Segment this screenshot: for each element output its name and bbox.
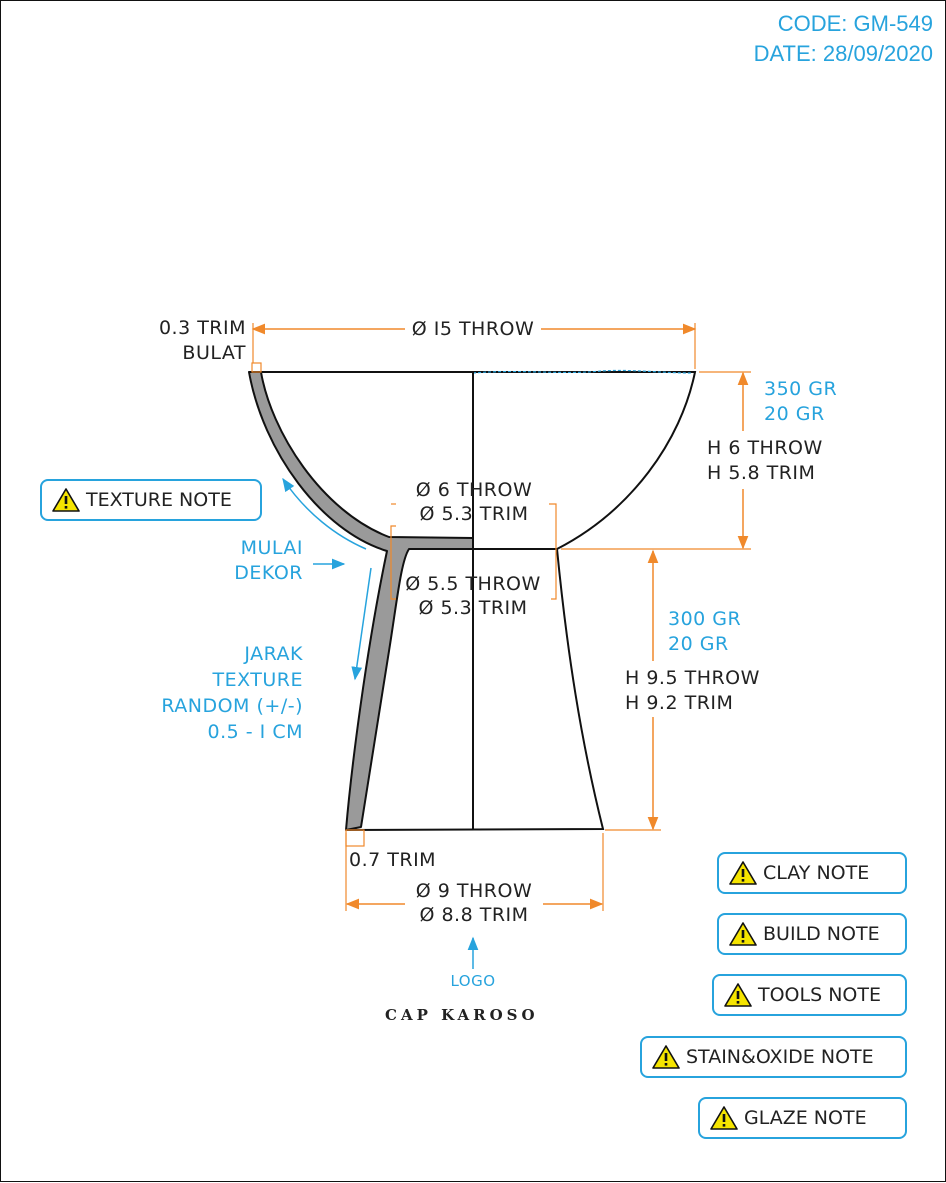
clay-note-label: CLAY NOTE xyxy=(763,862,870,884)
bowl-height-label: H 6 THROW H 5.8 TRIM xyxy=(707,439,823,483)
jarak-texture-label: JARAK TEXTURE RANDOM (+/-) 0.5 - I CM xyxy=(121,645,303,742)
bowl-base-trim: Ø 5.3 TRIM xyxy=(419,503,529,525)
mulai-dekor-line2: DEKOR xyxy=(234,562,303,584)
warning-triangle-icon xyxy=(652,1045,680,1069)
rim-trim-shape: BULAT xyxy=(182,342,246,364)
glaze-note-label: GLAZE NOTE xyxy=(744,1107,867,1129)
bowl-base-diameter-label: Ø 6 THROW Ø 5.3 TRIM xyxy=(399,481,549,524)
foot-trim-label: 0.7 TRIM xyxy=(349,849,437,871)
drawing-date: DATE: 28/09/2020 xyxy=(753,41,933,66)
stem-height-throw: H 9.5 THROW xyxy=(625,667,760,689)
bowl-height-trim: H 5.8 TRIM xyxy=(707,462,816,484)
bowl-weight-label: 350 GR 20 GR xyxy=(764,380,837,424)
jarak-texture-line2: TEXTURE xyxy=(212,669,303,691)
logo-label: LOGO xyxy=(450,972,496,990)
warning-triangle-icon xyxy=(52,488,80,512)
tools-note-button[interactable]: TOOLS NOTE xyxy=(712,974,907,1016)
drawing-code: CODE: GM-549 xyxy=(777,11,933,36)
top-diameter-label: Ø I5 THROW xyxy=(411,318,535,340)
bowl-rim-surface xyxy=(472,369,692,374)
bowl-weight-tolerance: 20 GR xyxy=(764,403,825,425)
build-note-button[interactable]: BUILD NOTE xyxy=(717,913,907,955)
bottom-diameter-trim: Ø 8.8 TRIM xyxy=(419,904,529,926)
stem-height-label: H 9.5 THROW H 9.2 TRIM xyxy=(625,669,760,713)
mulai-dekor-label: MULAI DEKOR xyxy=(201,539,303,583)
stem-top-trim: Ø 5.3 TRIM xyxy=(418,597,528,619)
bottom-diameter-label: Ø 9 THROW Ø 8.8 TRIM xyxy=(405,882,543,925)
stain-oxide-note-label: STAIN&OXIDE NOTE xyxy=(686,1046,874,1068)
glaze-note-button[interactable]: GLAZE NOTE xyxy=(698,1097,907,1139)
stamp-label: CAP KAROSO xyxy=(385,1006,539,1024)
stem-weight-value: 300 GR xyxy=(668,608,742,630)
mulai-dekor-line1: MULAI xyxy=(240,537,303,559)
warning-triangle-icon xyxy=(729,861,757,885)
rim-trim-label: 0.3 TRIM BULAT xyxy=(141,319,246,363)
bowl-base-bracket xyxy=(390,525,396,600)
bowl-outline xyxy=(261,371,697,550)
texture-note-button[interactable]: TEXTURE NOTE xyxy=(40,479,262,521)
stain-oxide-note-button[interactable]: STAIN&OXIDE NOTE xyxy=(640,1036,907,1078)
mulai-dekor-arc-arrow xyxy=(282,477,367,550)
clay-note-button[interactable]: CLAY NOTE xyxy=(717,852,907,894)
warning-triangle-icon xyxy=(724,983,752,1007)
bowl-weight-value: 350 GR xyxy=(764,378,838,400)
stem-outline xyxy=(345,548,605,831)
bottom-diameter-throw: Ø 9 THROW xyxy=(415,880,533,902)
stem-top-throw: Ø 5.5 THROW xyxy=(405,573,541,595)
texture-note-label: TEXTURE NOTE xyxy=(86,489,232,511)
rim-trim-value: 0.3 TRIM xyxy=(158,317,246,339)
stem-weight-tolerance: 20 GR xyxy=(668,633,729,655)
bowl-base-throw: Ø 6 THROW xyxy=(415,479,533,501)
warning-triangle-icon xyxy=(710,1106,738,1130)
jarak-texture-line3: RANDOM (+/-) xyxy=(161,695,303,717)
bowl-base-bracket xyxy=(549,503,557,600)
bowl-height-throw: H 6 THROW xyxy=(707,437,823,459)
stem-weight-label: 300 GR 20 GR xyxy=(668,610,741,654)
jarak-texture-line4: 0.5 - I CM xyxy=(207,721,303,743)
tools-note-label: TOOLS NOTE xyxy=(758,984,881,1006)
texture-range-arrow xyxy=(351,567,372,681)
stem-height-trim: H 9.2 TRIM xyxy=(625,692,734,714)
rim-trim-marker xyxy=(251,362,262,373)
build-note-label: BUILD NOTE xyxy=(763,923,880,945)
jarak-texture-line1: JARAK xyxy=(244,643,303,665)
warning-triangle-icon xyxy=(729,922,757,946)
stem-top-diameter-label: Ø 5.5 THROW Ø 5.3 TRIM xyxy=(397,575,549,618)
foot-trim-marker xyxy=(345,829,365,847)
